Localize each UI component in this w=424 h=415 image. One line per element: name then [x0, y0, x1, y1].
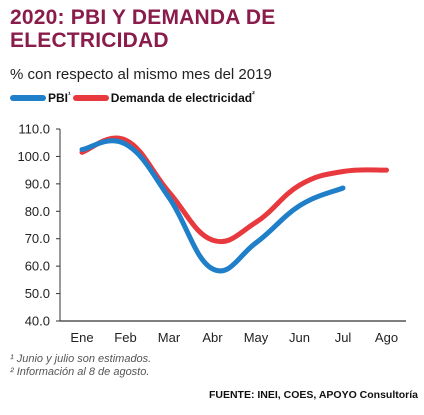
legend: PBI¹ Demanda de electricidad²	[10, 90, 257, 105]
x-tick-label: Jul	[335, 330, 352, 345]
x-tick-label: Ago	[375, 330, 398, 345]
legend-label-demanda: Demanda de electricidad²	[110, 90, 255, 105]
series-line-demanda-de-electricidad	[79, 135, 389, 245]
source-note: FUENTE: INEI, COES, APOYO Consultoría	[208, 389, 418, 401]
y-tick-label: 70.0	[25, 231, 50, 246]
y-tick-label: 100.0	[17, 149, 50, 164]
x-tick-label: Mar	[158, 330, 181, 345]
y-tick-label: 40.0	[25, 314, 50, 329]
series-line-pbi	[79, 138, 346, 274]
chart-subtitle: % con respecto al mismo mes del 2019	[10, 66, 272, 83]
x-tick-label: May	[244, 330, 269, 345]
legend-swatch-pbi	[10, 94, 46, 101]
legend-item-demanda: Demanda de electricidad²	[72, 90, 255, 105]
y-tick-label: 110.0	[18, 122, 50, 137]
footnotes: ¹ Junio y julio son estimados. ² Informa…	[10, 353, 151, 379]
footnote-2: ² Información al 8 de agosto.	[10, 366, 150, 378]
y-tick-label: 60.0	[25, 259, 50, 274]
chart-title: 2020: PBI Y DEMANDA DE ELECTRICIDAD	[10, 6, 276, 52]
y-tick-label: 90.0	[25, 176, 50, 191]
y-tick-label: 80.0	[25, 204, 50, 219]
x-tick-label: Abr	[202, 330, 223, 345]
footnote-1: ¹ Junio y julio son estimados.	[10, 353, 152, 365]
x-tick-label: Jun	[289, 330, 310, 345]
x-tick-label: Ene	[70, 330, 93, 345]
y-tick-label: 50.0	[25, 286, 50, 301]
x-tick-label: Feb	[114, 330, 136, 345]
legend-swatch-demanda	[72, 94, 109, 101]
legend-label-pbi: PBI¹	[48, 90, 71, 105]
legend-item-pbi: PBI¹	[10, 90, 71, 105]
